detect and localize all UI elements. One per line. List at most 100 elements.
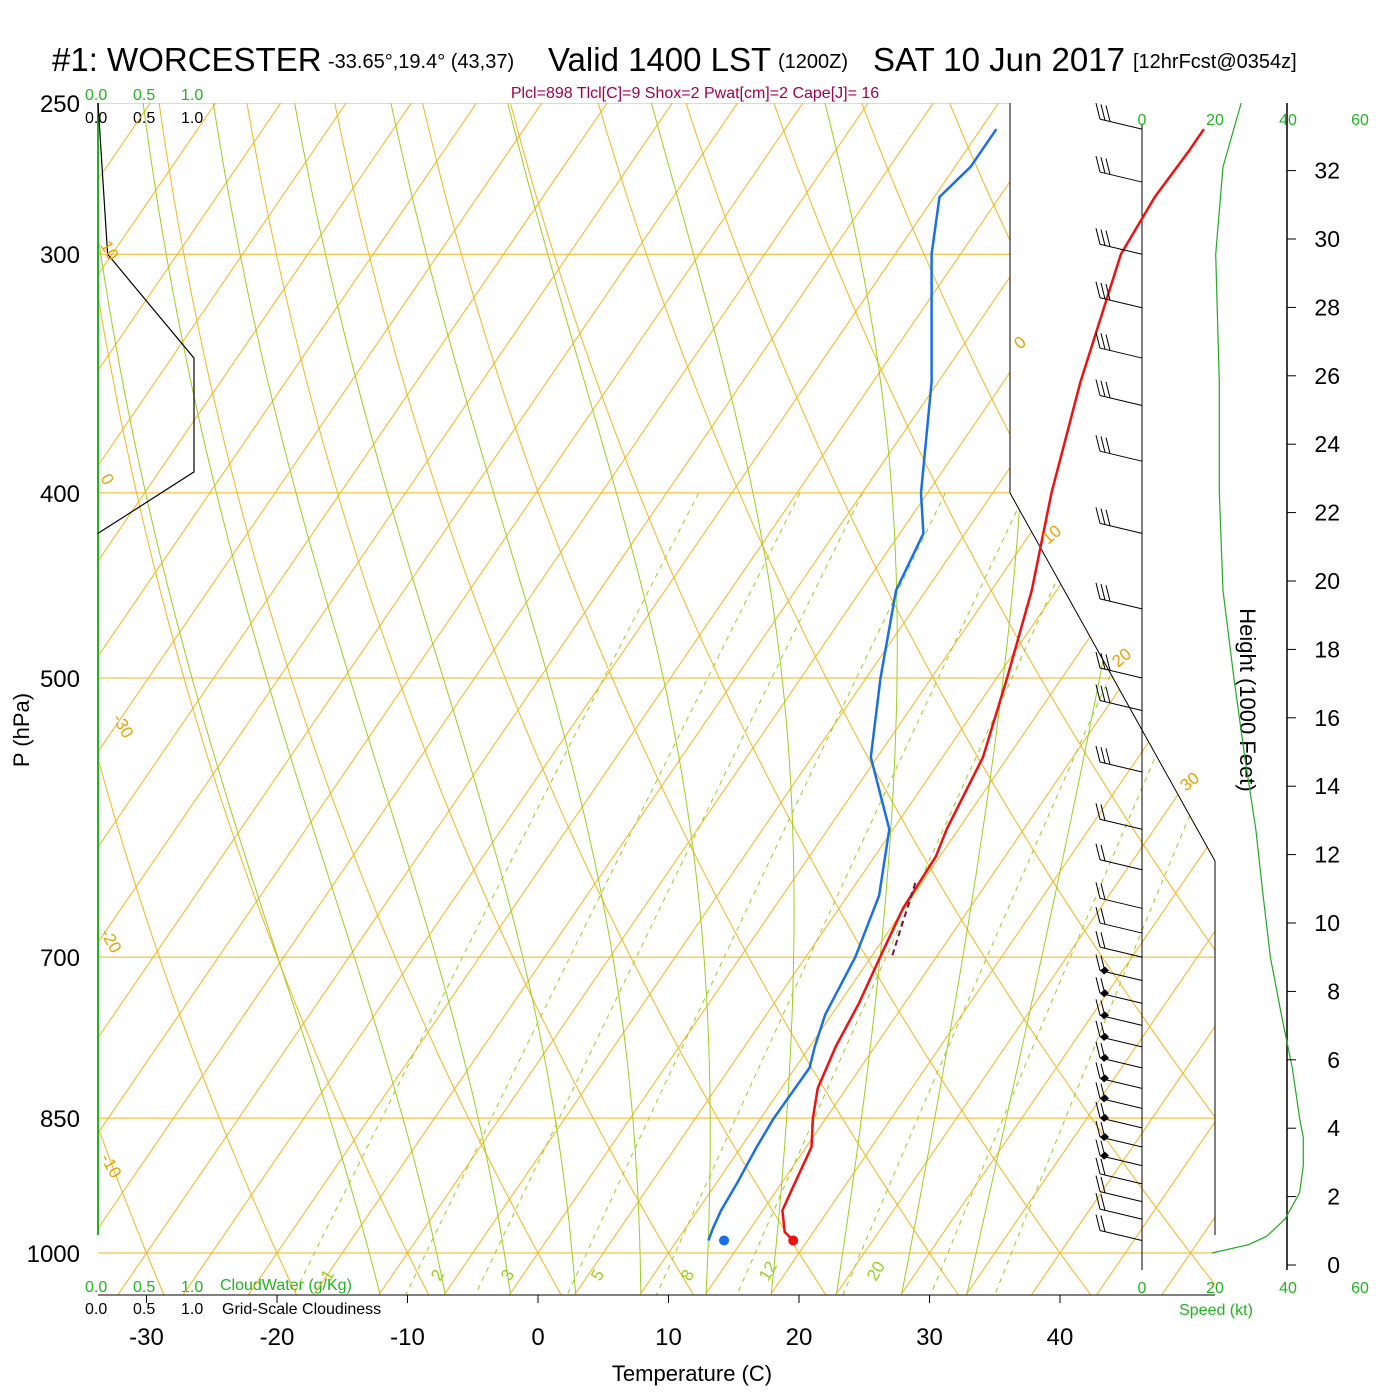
wind-barb-staff-385 [1099,450,1143,462]
wind-barbs-layer [1095,103,1143,1241]
wind-barb-staff-840 [1099,1097,1143,1109]
moist-adiabat-10 [390,103,642,1294]
wind-speed-line [1211,102,1304,1254]
wind-barb-flag-880-0 [1095,1120,1101,1138]
wind-barb-flag-630-1 [1100,844,1106,862]
wind-barb-flag-385-1 [1100,436,1106,453]
wind-barb-staff-258 [1099,118,1143,130]
wind-barb-staff-820 [1099,1077,1143,1089]
mixing-ratio-20 [839,492,1193,1295]
isotherm-40 [1018,103,1215,1295]
height-tick-2: 2 [1327,1184,1340,1210]
wind-barb-staff-720 [1099,970,1143,981]
wind-barb-staff-460 [1099,598,1143,610]
mixing-ratio-30 [927,492,1215,1295]
wind-barb-pennant-860 [1100,1113,1109,1122]
wind-barb-flag-360-0 [1095,379,1101,396]
mixing-ratio-3 [471,492,864,1295]
cloudiness-tick-bottom-1: 0.5 [133,1301,155,1318]
dry-adiabat--10 [98,103,441,1295]
wind-barb-pennant-760 [1100,1011,1109,1020]
wind-barb-staff-600 [1099,818,1143,830]
pressure-tick-250: 250 [40,91,80,118]
dry-adiabat-30 [414,103,975,1295]
wind-barb-flag-320-0 [1095,281,1101,298]
pressure-tick-500: 500 [40,666,80,693]
isotherm-0 [496,103,1215,1295]
isotherm-30 [888,103,1215,1295]
temperature-line [781,128,1205,1242]
isotherm-label-1: -20 [97,926,126,957]
speed-tick-top-0: 0 [1138,112,1147,129]
mixing-ratio-40 [991,492,1215,1295]
isotherm--70 [98,103,435,1295]
wind-barb-flag-560-0 [1095,745,1101,763]
isotherm-10 [627,103,1215,1295]
isotherm-label-4: 10 [97,238,123,264]
wind-barb-flag-340-1 [1100,333,1106,350]
wind-barb-flag-500-2 [1105,654,1111,671]
title-forecast: [12hrFcst@0354z] [1133,51,1297,73]
wind-barb-flag-360-1 [1100,380,1106,397]
pressure-tick-300: 300 [40,242,80,269]
wind-barb-staff-880 [1099,1136,1143,1148]
parcel-line [890,882,917,958]
stats-line: Plcl=898 Tlcl[C]=9 Shox=2 Pwat[cm]=2 Cap… [511,85,879,102]
wind-barb-flag-985-1 [1100,1215,1106,1232]
wind-barb-staff-660 [1099,897,1143,909]
wind-barb-flag-520-2 [1105,686,1111,704]
height-tick-20: 20 [1314,568,1340,594]
wind-barb-staff-500 [1099,667,1143,679]
wind-barb-staff-740 [1099,992,1143,1004]
wind-barb-flag-630-0 [1095,843,1101,860]
wind-barb-flag-960-1 [1100,1194,1106,1211]
wind-barb-flag-920-0 [1095,1157,1101,1174]
wind-barb-staff-920 [1099,1173,1143,1185]
wind-barb-staff-420 [1099,522,1143,534]
dry-adiabat-70 [761,103,1215,1295]
wind-barb-flag-275-0 [1095,155,1101,173]
wind-barb-flag-700-1 [1100,932,1106,949]
height-tick-14: 14 [1314,773,1340,799]
mixing-ratio-label-2: 2 [427,1266,448,1284]
title-valid: Valid 1400 LST [548,41,771,78]
dry-adiabat-140 [1370,69,1400,1317]
height-tick-22: 22 [1314,500,1340,526]
cloudiness-label: Grid-Scale Cloudiness [222,1301,381,1318]
wind-barb-flag-275-1 [1100,157,1106,174]
wind-speed-layer [1211,102,1304,1254]
wind-barb-staff-860 [1099,1117,1143,1129]
moist-adiabat-20 [650,103,795,1294]
moist-adiabat--10 [98,103,381,1294]
mixing-ratio-label-5: 5 [587,1266,608,1284]
mixing-ratio-8 [653,492,1026,1295]
right-boundary-line [1009,103,1216,1235]
wind-barb-staff-780 [1099,1036,1143,1048]
isotherm-label-7: 20 [1108,644,1135,671]
wind-barb-flag-340-0 [1095,331,1101,349]
cloudwater-tick-top-0: 0.0 [85,87,107,104]
wind-barb-flag-760-0 [1095,999,1101,1016]
pressure-tick-850: 850 [40,1106,80,1133]
wind-barb-flag-340-2 [1105,334,1111,351]
wind-barb-staff-560 [1099,761,1143,773]
height-tick-28: 28 [1314,294,1340,320]
cloudwater-tick-bottom-0: 0.0 [85,1279,107,1296]
surface-dewpoint-dot [719,1235,730,1246]
height-tick-30: 30 [1314,226,1340,252]
isotherm--90 [98,103,174,1295]
isotherms-layer [98,103,1215,1295]
isotherm--25 [170,103,1023,1295]
wind-barb-flag-940-0 [1095,1175,1101,1192]
wind-barb-staff-940 [1099,1191,1143,1203]
dry-adiabat-20 [327,103,841,1295]
cloudiness-tick-top-2: 1.0 [181,110,203,127]
wind-barb-flag-840-0 [1095,1082,1101,1099]
isotherm--20 [235,103,1088,1295]
cloudiness-tick-bottom-0: 0.0 [85,1301,107,1318]
wind-barb-pennant-780 [1100,1032,1109,1041]
wind-barb-pennant-800 [1100,1053,1109,1062]
wind-barb-pennant-840 [1100,1094,1109,1103]
temp-tick--20: -20 [260,1324,295,1351]
